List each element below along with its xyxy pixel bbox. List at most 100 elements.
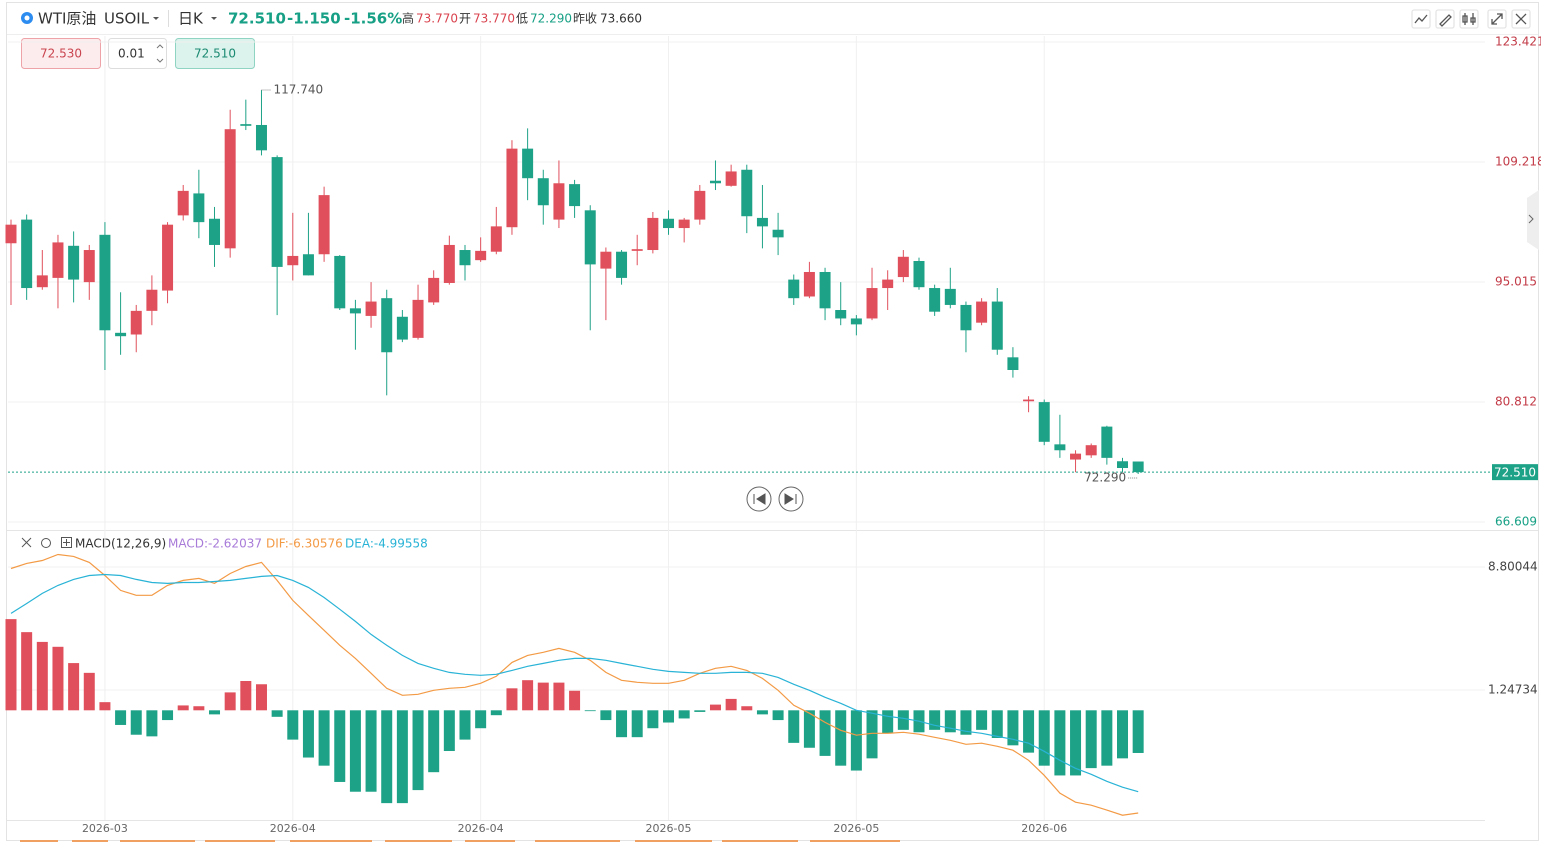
candle-body — [584, 210, 596, 265]
histogram-bar — [929, 710, 941, 730]
current-price-tag — [1492, 464, 1538, 481]
tool-button[interactable] — [1487, 9, 1507, 29]
caret[interactable] — [211, 17, 217, 20]
indicator-expand[interactable] — [61, 537, 72, 548]
candle-body — [1085, 445, 1097, 456]
histogram-bar — [115, 710, 127, 725]
indicator-settings[interactable] — [41, 538, 51, 548]
candle-body — [647, 217, 659, 251]
histogram-bar — [1070, 710, 1082, 776]
price: 72.510 — [228, 10, 286, 28]
period[interactable]: 日K — [178, 10, 204, 28]
x-tick-label: 2026-05 — [646, 822, 692, 835]
candle-body — [803, 271, 815, 297]
histogram-bar — [459, 710, 471, 740]
tool-button[interactable] — [1411, 9, 1431, 29]
candle-body — [569, 184, 581, 207]
histogram-bar — [5, 619, 17, 711]
histogram-bar — [1132, 710, 1144, 753]
y-tick-label: 1.24734 — [1488, 682, 1538, 696]
histogram-bar — [709, 704, 721, 711]
histogram-bar — [1085, 710, 1097, 769]
histogram-bar — [209, 710, 221, 715]
candle-body — [944, 288, 956, 305]
candle-body — [68, 245, 80, 280]
histogram-bar — [866, 710, 878, 759]
candle-body — [162, 224, 174, 291]
x-tick-label: 2026-04 — [458, 822, 504, 835]
symbol[interactable]: WTI原油 — [38, 10, 96, 28]
histogram-bar — [224, 692, 236, 711]
side-toggle[interactable] — [1527, 190, 1539, 250]
histogram-bar — [1038, 710, 1050, 766]
histogram-bar — [412, 710, 424, 791]
candle-body — [835, 310, 847, 319]
toolbar — [1411, 9, 1531, 29]
indicator-close[interactable] — [21, 537, 32, 548]
histogram-bar — [725, 698, 737, 711]
candle-body — [553, 183, 565, 220]
candle-body — [756, 217, 768, 227]
candle-body — [475, 250, 487, 261]
histogram-bar — [349, 710, 361, 792]
tool-icon — [1515, 13, 1527, 25]
code[interactable]: USOIL — [104, 10, 150, 28]
candle-body — [381, 298, 393, 353]
indicator-title: MACD(12,26,9) — [75, 537, 166, 551]
histogram-bar — [1007, 710, 1019, 746]
histogram-bar — [1023, 710, 1035, 753]
histogram-bar — [396, 710, 408, 804]
change: -1.150 — [287, 10, 341, 28]
y-tick-label: 66.609 — [1495, 515, 1537, 529]
candle-body — [929, 288, 941, 312]
histogram-bar — [318, 710, 330, 766]
candle-body — [850, 318, 862, 325]
tool-button[interactable] — [1435, 9, 1455, 29]
histogram-bar — [240, 680, 252, 711]
histogram-bar — [193, 706, 205, 711]
open-label: 开 — [459, 12, 471, 26]
candle-body — [490, 226, 502, 252]
candle-body — [5, 224, 17, 244]
tool-button[interactable] — [1459, 9, 1479, 29]
candle-body — [443, 244, 455, 283]
extreme-label: 117.740 — [273, 82, 323, 96]
tool-button[interactable] — [1511, 9, 1531, 29]
nav-next-icon — [784, 493, 797, 505]
candle-body — [52, 242, 64, 278]
histogram-bar — [68, 663, 80, 711]
histogram-bar — [52, 646, 64, 711]
histogram-bar — [631, 710, 643, 738]
frame — [6, 2, 1539, 841]
histogram-bar — [991, 710, 1003, 738]
histogram-bar — [177, 705, 189, 711]
candle-body — [1007, 357, 1019, 370]
histogram-bar — [741, 706, 753, 711]
symbol-icon-dot — [24, 15, 30, 21]
histogram-bar — [506, 688, 518, 711]
candle-body — [1132, 461, 1144, 473]
histogram-bar — [1054, 710, 1066, 776]
sell-button[interactable] — [21, 38, 101, 69]
candle-body — [506, 148, 518, 228]
candle-body — [302, 254, 314, 276]
histogram-bar — [553, 682, 565, 711]
candle-body — [83, 250, 95, 283]
low: 72.290 — [530, 12, 572, 26]
buy-button[interactable] — [175, 38, 255, 69]
caret[interactable] — [153, 17, 159, 20]
tool-icon — [1491, 13, 1503, 25]
histogram-bar — [365, 710, 377, 792]
candle-body — [772, 229, 784, 238]
candle-body — [897, 256, 909, 278]
candle-body — [1117, 461, 1129, 469]
histogram-bar — [162, 710, 174, 721]
histogram-bar — [255, 684, 267, 711]
quantity-input[interactable] — [108, 38, 167, 69]
histogram-bar — [960, 710, 972, 735]
stepper[interactable] — [156, 44, 164, 63]
candle-body — [412, 299, 424, 338]
histogram-bar — [99, 702, 111, 711]
y-tick-label: 123.421 — [1495, 35, 1541, 49]
